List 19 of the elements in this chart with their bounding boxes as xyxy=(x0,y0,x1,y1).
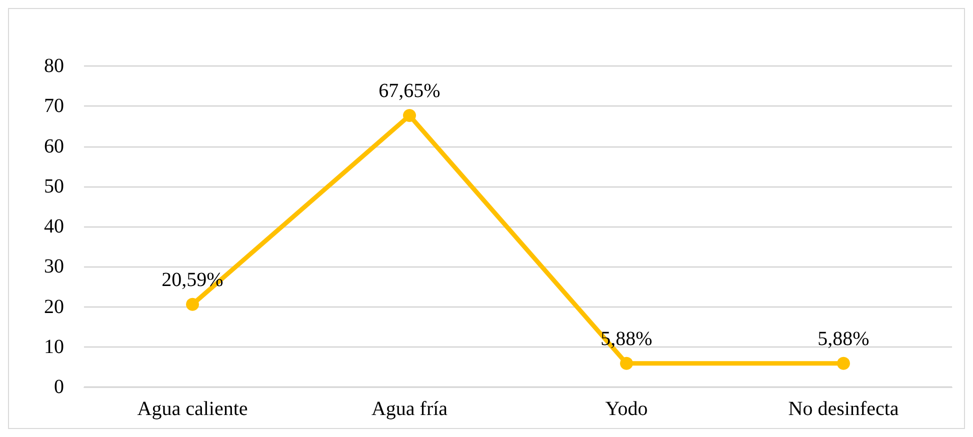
point xyxy=(620,356,633,370)
x-tick-label: Yodo xyxy=(605,398,648,420)
y-tick-label: 0 xyxy=(54,376,64,398)
data-label: 5,88% xyxy=(818,328,870,350)
y-tick-label: 70 xyxy=(44,95,64,118)
y-tick-label: 10 xyxy=(44,336,64,358)
y-tick-label: 30 xyxy=(44,256,64,278)
point xyxy=(837,356,850,370)
y-tick-label: 40 xyxy=(44,216,64,238)
data-label: 67,65% xyxy=(378,80,440,102)
y-tick-label: 50 xyxy=(44,175,64,198)
x-tick-label: No desinfecta xyxy=(788,398,899,420)
point xyxy=(186,298,199,311)
x-tick-label: Agua fría xyxy=(371,398,448,420)
point xyxy=(403,109,416,122)
y-tick-label: 20 xyxy=(44,296,64,318)
y-tick-label: 80 xyxy=(44,55,64,77)
y-tick-label: 60 xyxy=(44,135,64,158)
x-tick-label: Agua caliente xyxy=(137,398,248,420)
